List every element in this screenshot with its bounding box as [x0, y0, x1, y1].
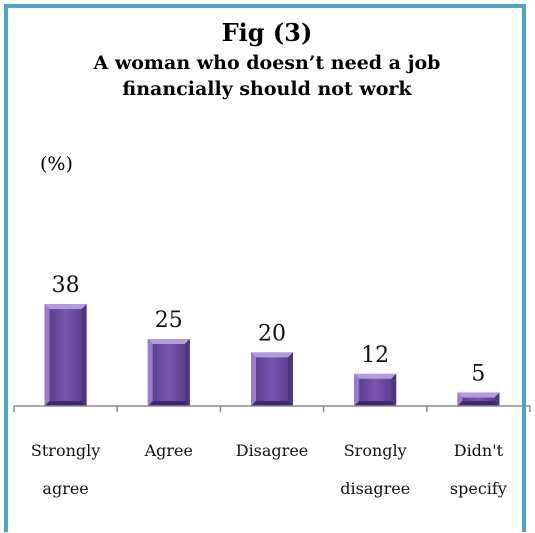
bar-bevel-left [147, 339, 153, 406]
category-tick-label: disagree [340, 479, 410, 498]
category-tick-label: Agree [144, 441, 193, 460]
bar-bevel-right [391, 373, 397, 406]
category-tick-label: Strongly [31, 441, 100, 460]
bar-inner [359, 378, 392, 401]
bar-bevel-left [44, 304, 50, 406]
category-tick-label: Disagree [236, 441, 309, 460]
bar-value-label: 25 [155, 308, 183, 333]
figure-number: Fig (3) [221, 18, 313, 47]
bar [251, 352, 293, 406]
bar [147, 339, 190, 406]
bar-bevel-bottom [251, 401, 293, 406]
bar-bevel-right [81, 304, 87, 406]
labels-layer: 38 Strongly agree 25 Agree 20 Disagree 12 Srongl… [31, 273, 507, 498]
category-tick-label: specify [450, 479, 507, 498]
bar-bevel-top [354, 373, 397, 379]
bar-value-label: 20 [258, 321, 286, 346]
bar-bevel-left [457, 392, 463, 406]
bar-bevel-bottom [44, 401, 87, 406]
bar-inner [462, 397, 495, 401]
bar-bevel-left [251, 352, 256, 406]
bar-bevel-left [354, 373, 360, 406]
bar-value-label: 5 [471, 362, 485, 387]
x-axis [13, 405, 531, 412]
bar-bevel-bottom [147, 401, 190, 406]
y-unit-label: (%) [40, 153, 73, 175]
bar-bevel-bottom [457, 401, 500, 406]
bar-bevel-right [184, 339, 190, 406]
bar-inner [49, 309, 82, 401]
bar-value-label: 38 [52, 273, 80, 298]
category-tick-label: Srongly [344, 441, 407, 460]
bar [457, 392, 500, 406]
bar-bevel-right [288, 352, 293, 406]
bar-inner [256, 357, 288, 401]
bar-bevel-right [494, 392, 500, 406]
bar-bevel-top [251, 352, 293, 358]
chart-frame [4, 4, 526, 532]
bar-bevel-top [147, 339, 190, 344]
chart-title-block: Fig (3) A woman who doesn’t need a job f… [8, 18, 526, 102]
bar [354, 373, 397, 406]
category-tick-label: agree [42, 479, 88, 498]
bar-bevel-bottom [354, 401, 397, 406]
bars-layer [44, 304, 500, 406]
bar-bevel-top [44, 304, 87, 310]
bar [44, 304, 87, 406]
category-tick-label: Didn't [454, 441, 504, 460]
bar-bevel-top [457, 392, 500, 398]
chart-title: A woman who doesn’t need a job financial… [93, 52, 441, 100]
bar-value-label: 12 [361, 343, 389, 368]
bar-inner [152, 344, 185, 401]
